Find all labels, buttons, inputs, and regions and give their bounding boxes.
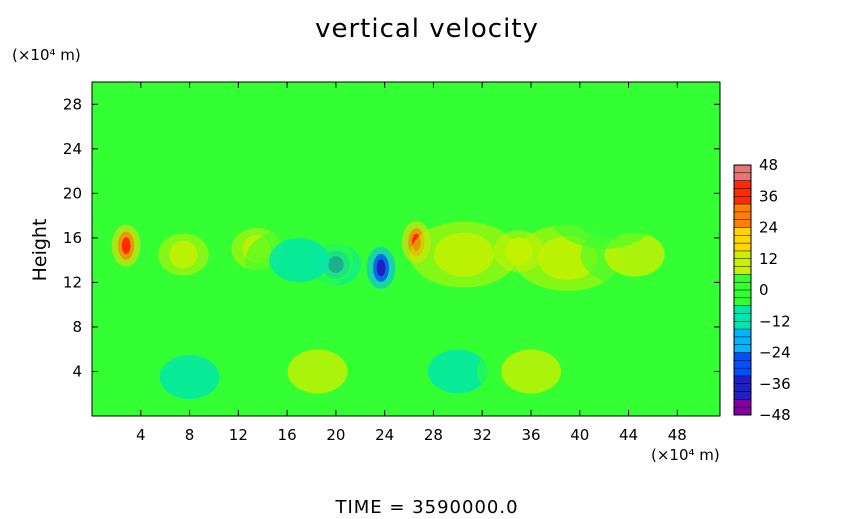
colorbar-tick-label: −36 [759, 375, 791, 393]
y-axis-unit: (×10⁴ m) [12, 46, 81, 64]
field-feature [158, 233, 209, 276]
colorbar-band [734, 321, 751, 330]
colorbar-tick-label: 12 [759, 250, 778, 268]
colorbar-band [734, 196, 751, 205]
colorbar-band [734, 352, 751, 361]
colorbar-band [734, 282, 751, 291]
y-tick-label: 8 [72, 318, 82, 336]
feature-core [121, 237, 131, 255]
x-tick-label: 8 [185, 426, 195, 444]
feature-ring [287, 349, 348, 394]
time-label: TIME = 3590000.0 [335, 497, 519, 518]
field-feature [135, 344, 244, 411]
colorbar-band [734, 368, 751, 377]
colorbar-band [734, 344, 751, 353]
colorbar-band [734, 258, 751, 268]
colorbar-band [734, 313, 751, 322]
colorbar-band [734, 266, 751, 275]
field-feature [366, 246, 396, 289]
colorbar-band [734, 204, 751, 213]
colorbar-tick-label: −12 [759, 312, 791, 330]
x-tick-label: 32 [473, 426, 492, 444]
colorbar-band [734, 399, 751, 408]
colorbar-band [734, 165, 751, 174]
y-tick-label: 16 [63, 229, 82, 247]
feature-ring [269, 238, 330, 283]
field-feature [263, 338, 372, 405]
feature-ring [574, 193, 635, 238]
x-tick-label: 16 [278, 426, 297, 444]
field-feature [409, 221, 518, 288]
colorbar-band [734, 391, 751, 400]
colorbar-band [734, 250, 751, 260]
x-tick-label: 28 [424, 426, 443, 444]
field-feature [111, 224, 141, 267]
y-tick-label: 4 [72, 362, 82, 380]
feature-ring [169, 240, 198, 269]
y-tick-label: 12 [63, 273, 82, 291]
colorbar-band [734, 188, 751, 197]
colorbar-band [734, 172, 751, 182]
colorbar-band [734, 383, 751, 393]
field-feature [550, 182, 659, 249]
x-axis: 4 8 12 16 20 24 28 32 36 40 44 48 [136, 82, 687, 444]
x-tick-label: 12 [229, 426, 248, 444]
colorbar-tick-label: −48 [759, 406, 791, 424]
colorbar-band [734, 329, 751, 338]
colorbar-band [734, 227, 751, 236]
feature-ring [500, 349, 561, 394]
colorbar-band [734, 407, 751, 416]
colorbar-band [734, 274, 751, 283]
colorbar-frame [733, 164, 752, 416]
chart-title: vertical velocity [315, 14, 539, 44]
colorbar-band [734, 243, 751, 252]
colorbar-band [734, 219, 751, 228]
colorbar-band [734, 375, 751, 385]
field-feature [476, 338, 585, 405]
feature-ring [427, 349, 488, 394]
feature-ring [622, 360, 683, 405]
y-tick-label: 24 [63, 140, 82, 158]
field-feature [245, 227, 354, 294]
colorbar-tick-label: 0 [759, 281, 769, 299]
y-tick-label: 20 [63, 184, 82, 202]
colorbar-tick-label: 48 [759, 156, 778, 174]
colorbar-band [734, 211, 751, 221]
x-tick-label: 36 [521, 426, 540, 444]
colorbar-band [734, 290, 751, 299]
colorbar-tick-label: 36 [759, 187, 778, 205]
feature-ring [159, 355, 220, 400]
colorbar-tick-label: −24 [759, 344, 791, 362]
colorbar-band [734, 180, 751, 189]
colorbar-band [734, 305, 751, 314]
x-tick-label: 48 [668, 426, 687, 444]
x-tick-label: 4 [136, 426, 146, 444]
y-tick-label: 28 [63, 95, 82, 113]
colorbar-tick-label: 24 [759, 219, 778, 237]
plot-frame [91, 81, 721, 417]
field-feature [598, 349, 707, 416]
x-tick-label: 24 [375, 426, 394, 444]
colorbar-band [734, 297, 751, 307]
feature-ring [433, 232, 494, 277]
colorbar-band [734, 336, 751, 346]
x-tick-label: 20 [326, 426, 345, 444]
x-tick-label: 44 [619, 426, 638, 444]
field-features [111, 182, 707, 416]
colorbar-band [734, 235, 751, 244]
y-axis: 4 8 12 16 20 24 28 [63, 95, 720, 380]
x-axis-unit: (×10⁴ m) [651, 446, 720, 464]
colorbar: 48 36 24 12 0 −12 −24 −36 −48 [733, 156, 791, 424]
feature-core [376, 259, 386, 277]
colorbar-band [734, 360, 751, 369]
x-tick-label: 40 [570, 426, 589, 444]
